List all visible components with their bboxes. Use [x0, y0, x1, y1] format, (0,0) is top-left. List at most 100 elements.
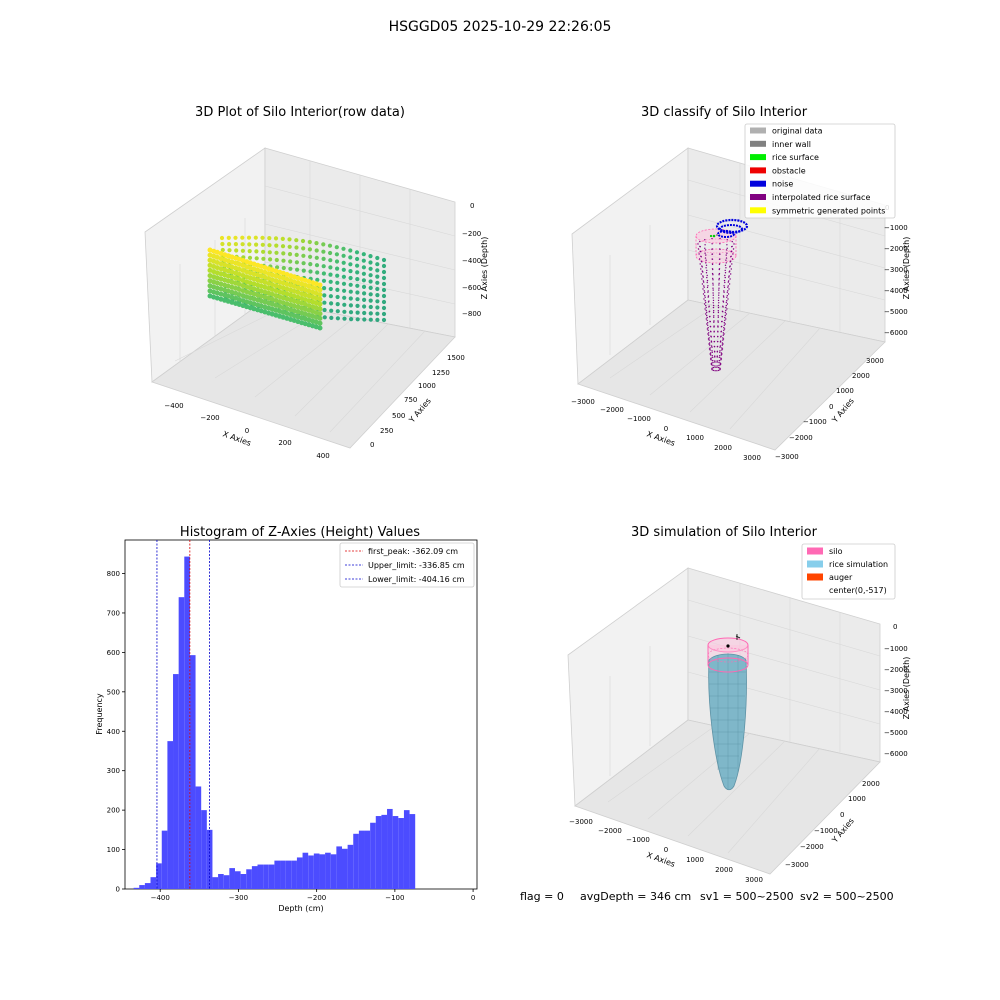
interpolated-point	[719, 362, 721, 364]
interpolated-point	[710, 341, 713, 343]
raw-point	[368, 266, 373, 271]
histogram-y-tick-label: 0	[116, 886, 120, 894]
raw-point	[227, 242, 232, 247]
histogram-bar	[263, 864, 269, 889]
raw-point	[322, 286, 327, 291]
raw-point	[342, 316, 347, 321]
raw-point	[321, 271, 326, 276]
raw-z-tick-labels: 0 −200 −400 −600 −800	[462, 202, 481, 318]
interpolated-rice-surface-points	[697, 237, 735, 372]
raw-point	[294, 252, 299, 257]
raw-point	[348, 255, 353, 260]
raw-point	[247, 249, 252, 254]
interpolated-point	[725, 309, 727, 312]
interpolated-point	[719, 341, 722, 343]
simulation-z-tick: 0	[893, 623, 897, 631]
simulation-x-tick: 3000	[745, 876, 763, 884]
histogram-y-ticks: 0 100 200 300 400 500 600 700 800	[107, 570, 125, 894]
interpolated-point	[704, 291, 706, 293]
interpolated-point	[719, 346, 721, 348]
interpolated-point	[719, 355, 721, 357]
histogram-bar	[325, 852, 331, 889]
histogram-bar	[212, 877, 219, 889]
interpolated-point	[703, 286, 705, 288]
histogram-bar	[336, 846, 342, 889]
raw-point	[362, 291, 367, 296]
histogram-bar	[403, 810, 410, 889]
raw-point	[294, 245, 299, 250]
histogram-bar	[201, 810, 207, 889]
simulation-y-tick: −2000	[800, 843, 824, 851]
interpolated-point	[699, 246, 701, 248]
interpolated-point	[708, 310, 711, 312]
raw-point	[246, 235, 252, 240]
interpolated-point	[719, 367, 721, 369]
simulation-x-tick: −1000	[626, 836, 650, 844]
raw-y-tick: 1250	[432, 369, 450, 377]
raw-x-tick-labels: −400 −200 0 200 400	[164, 402, 329, 460]
interpolated-point	[705, 267, 707, 269]
interpolated-point	[704, 244, 706, 246]
classify-y-tick: −1000	[803, 418, 827, 426]
interpolated-point	[713, 310, 715, 312]
classify-z-tick: −1000	[884, 224, 908, 232]
histogram-bar	[223, 875, 230, 889]
interpolated-point	[726, 303, 729, 305]
interpolated-point	[729, 261, 731, 263]
raw-point	[220, 247, 225, 253]
interpolated-point	[725, 313, 727, 315]
interpolated-point	[705, 313, 707, 315]
raw-point	[328, 279, 333, 284]
raw-point	[273, 236, 279, 241]
interpolated-point	[700, 251, 702, 253]
interpolated-point	[726, 239, 728, 241]
interpolated-point	[718, 364, 720, 367]
raw-point	[355, 256, 360, 262]
raw-point	[317, 301, 323, 307]
interpolated-point	[712, 304, 715, 307]
interpolated-point	[721, 347, 723, 349]
raw-point	[327, 243, 333, 248]
interpolated-point	[722, 295, 725, 297]
raw-point	[342, 302, 347, 307]
raw-point	[335, 287, 340, 292]
raw-point	[328, 250, 333, 256]
interpolated-point	[708, 305, 710, 307]
interpolated-point	[720, 357, 722, 359]
raw-point	[381, 275, 387, 281]
raw-point	[294, 238, 299, 243]
raw-point	[329, 315, 334, 320]
simulation-z-tick: −2000	[884, 666, 908, 674]
interpolated-point	[708, 334, 710, 336]
legend-label-noise: noise	[772, 180, 793, 189]
interpolated-point	[718, 253, 721, 255]
interpolated-point	[716, 340, 719, 343]
raw-point	[381, 281, 387, 287]
interpolated-point	[719, 369, 721, 371]
interpolated-point	[702, 271, 704, 273]
interpolated-point	[710, 352, 712, 354]
raw-point	[348, 262, 353, 267]
interpolated-point	[717, 315, 719, 317]
classify-y-tick: −2000	[789, 434, 813, 442]
raw-point	[368, 292, 373, 297]
raw-point	[348, 296, 353, 301]
interpolated-point	[717, 299, 720, 302]
interpolated-point	[716, 360, 718, 362]
interpolated-point	[721, 310, 724, 312]
histogram-bar	[285, 860, 292, 889]
interpolated-point	[697, 248, 700, 250]
histogram-bar	[229, 868, 235, 889]
raw-point	[341, 274, 346, 279]
legend-label-original-data: original data	[772, 127, 823, 136]
raw-point	[317, 282, 323, 288]
raw-point	[287, 237, 292, 242]
raw-point	[381, 263, 387, 269]
raw-point	[348, 248, 353, 253]
interpolated-point	[727, 293, 730, 295]
interpolated-point	[728, 275, 730, 277]
interpolated-point	[722, 305, 724, 307]
raw-point	[321, 278, 327, 283]
raw-point	[368, 279, 373, 284]
raw-point	[381, 257, 387, 263]
